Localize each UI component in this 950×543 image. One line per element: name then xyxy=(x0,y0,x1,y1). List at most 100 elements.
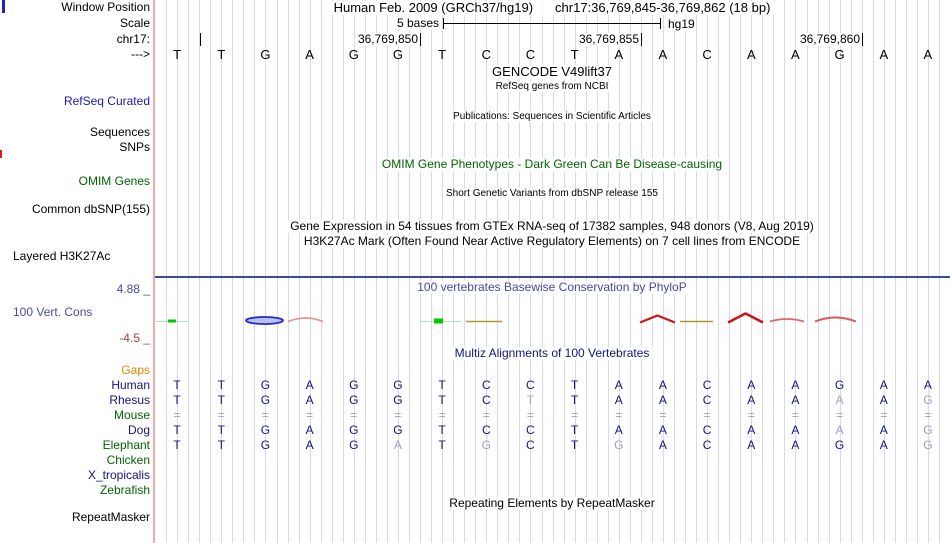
species-label-human[interactable]: Human xyxy=(111,378,150,392)
track-title-h3k27ac[interactable]: H3K27Ac Mark (Often Found Near Active Re… xyxy=(300,235,804,248)
species-label-zebrafish[interactable]: Zebrafish xyxy=(99,483,150,497)
species-label-elephant[interactable]: Elephant xyxy=(102,438,150,452)
gridline xyxy=(795,0,797,543)
base-letter: T xyxy=(570,47,579,62)
species-label-x_tropicalis[interactable]: X_tropicalis xyxy=(87,468,150,482)
window-position-title: Human Feb. 2009 (GRCh37/hg19) chr17:36,7… xyxy=(329,0,775,15)
alignment-base: G xyxy=(393,423,403,437)
alignment-base: = xyxy=(173,408,181,422)
gridline xyxy=(232,0,234,543)
position-range: chr17:36,769,845-36,769,862 (18 bp) xyxy=(555,0,771,15)
alignment-base: = xyxy=(924,408,932,422)
track-label-sequences[interactable]: Sequences xyxy=(89,125,150,139)
base-letter: A xyxy=(879,47,889,62)
track-title-publications[interactable]: Publications: Sequences in Scientific Ar… xyxy=(450,111,654,122)
track-title-phylop[interactable]: 100 vertebrates Basewise Conservation by… xyxy=(414,281,690,294)
gridline xyxy=(552,0,554,543)
alignment-base: G xyxy=(260,393,271,407)
gridline xyxy=(696,0,697,543)
gridline xyxy=(740,0,742,543)
conservation-scale-max: 4.88 _ xyxy=(116,282,150,296)
alignment-base: = xyxy=(526,408,534,422)
track-label-common-dbsnp[interactable]: Common dbSNP(155) xyxy=(31,202,150,216)
gridline xyxy=(530,0,532,543)
gridline xyxy=(574,0,576,543)
track-label-repeatmasker[interactable]: RepeatMasker xyxy=(71,510,150,524)
alignment-base: G xyxy=(834,438,845,452)
assembly-title: Human Feb. 2009 (GRCh37/hg19) xyxy=(333,0,534,15)
gridline xyxy=(519,0,521,543)
alignment-base: T xyxy=(438,438,446,452)
gridline xyxy=(718,0,720,543)
alignment-base: = xyxy=(880,408,888,422)
species-label-rhesus[interactable]: Rhesus xyxy=(109,393,150,407)
gridline xyxy=(751,0,753,543)
gridline xyxy=(640,0,642,543)
alignment-base: = xyxy=(306,408,314,422)
base-letter: G xyxy=(260,47,271,62)
ruler-coordinate: 36,769,860 xyxy=(798,32,861,46)
alignment-base: = xyxy=(791,408,799,422)
alignment-base: G xyxy=(349,438,359,452)
ruler-coordinate: 36,769,855 xyxy=(577,32,640,46)
conservation-scale-min: -4.5 _ xyxy=(119,331,150,345)
gridline xyxy=(243,0,245,543)
alignment-base: C xyxy=(481,393,491,407)
base-letter: A xyxy=(923,47,933,62)
alignment-base: T xyxy=(217,393,225,407)
track-label-snps[interactable]: SNPs xyxy=(119,140,150,154)
gridline xyxy=(166,0,167,543)
alignment-base: = xyxy=(659,408,667,422)
gridline xyxy=(817,0,819,543)
label-scale: Scale xyxy=(119,16,150,30)
track-title-gencode[interactable]: GENCODE V49lift37 xyxy=(489,65,615,79)
alignment-base: A xyxy=(835,423,844,437)
alignment-base: T xyxy=(570,393,579,407)
gridline xyxy=(674,0,675,543)
label-direction-arrow: ---> xyxy=(131,47,150,61)
gridline xyxy=(442,0,444,543)
species-label-gaps[interactable]: Gaps xyxy=(121,363,150,377)
species-label-dog[interactable]: Dog xyxy=(127,423,150,437)
track-label-100-vert-cons[interactable]: 100 Vert. Cons xyxy=(13,305,93,319)
track-title-omim[interactable]: OMIM Gene Phenotypes - Dark Green Can Be… xyxy=(378,158,726,171)
gridline xyxy=(607,0,609,543)
track-title-dbsnp[interactable]: Short Genetic Variants from dbSNP releas… xyxy=(443,188,661,199)
alignment-base: T xyxy=(173,423,181,437)
alignment-base: = xyxy=(482,408,490,422)
gridline xyxy=(254,0,256,543)
alignment-base: C xyxy=(702,423,712,437)
wiggle-arc xyxy=(814,316,857,323)
gridline xyxy=(177,0,179,543)
track-label-layered-h3k27ac[interactable]: Layered H3K27Ac xyxy=(13,249,111,263)
alignment-base: T xyxy=(217,378,225,392)
track-label-refseq-curated[interactable]: RefSeq Curated xyxy=(63,94,150,108)
phylop-wiggle-plot[interactable] xyxy=(155,304,950,334)
wiggle-arc xyxy=(769,318,805,323)
conservation-track-topline xyxy=(155,276,950,278)
alignment-base: A xyxy=(923,378,932,392)
base-letter: A xyxy=(614,47,624,62)
track-subtitle-refseq[interactable]: RefSeq genes from NCBI xyxy=(492,81,612,92)
alignment-base: T xyxy=(570,378,579,392)
species-label-mouse[interactable]: Mouse xyxy=(113,408,150,422)
species-label-chicken[interactable]: Chicken xyxy=(106,453,150,467)
gridline xyxy=(265,0,267,543)
alignment-base: G xyxy=(393,393,403,407)
track-left-border xyxy=(153,0,155,543)
track-title-multiz[interactable]: Multiz Alignments of 100 Vertebrates xyxy=(451,347,653,360)
gridline xyxy=(541,0,543,543)
alignment-base: C xyxy=(702,393,712,407)
alignment-base: A xyxy=(305,393,314,407)
base-letter: A xyxy=(791,47,800,62)
gridline xyxy=(353,0,355,543)
track-label-omim-genes[interactable]: OMIM Genes xyxy=(78,174,150,188)
gridline xyxy=(685,0,686,543)
base-letter: G xyxy=(348,47,359,62)
label-window-position: Window Position xyxy=(61,0,150,14)
scale-bar xyxy=(443,18,661,29)
track-title-repeatmasker[interactable]: Repeating Elements by RepeatMasker xyxy=(446,497,658,510)
track-title-gtex[interactable]: Gene Expression in 54 tissues from GTEx … xyxy=(287,220,817,233)
alignment-base: T xyxy=(570,438,579,452)
gridline xyxy=(309,0,311,543)
